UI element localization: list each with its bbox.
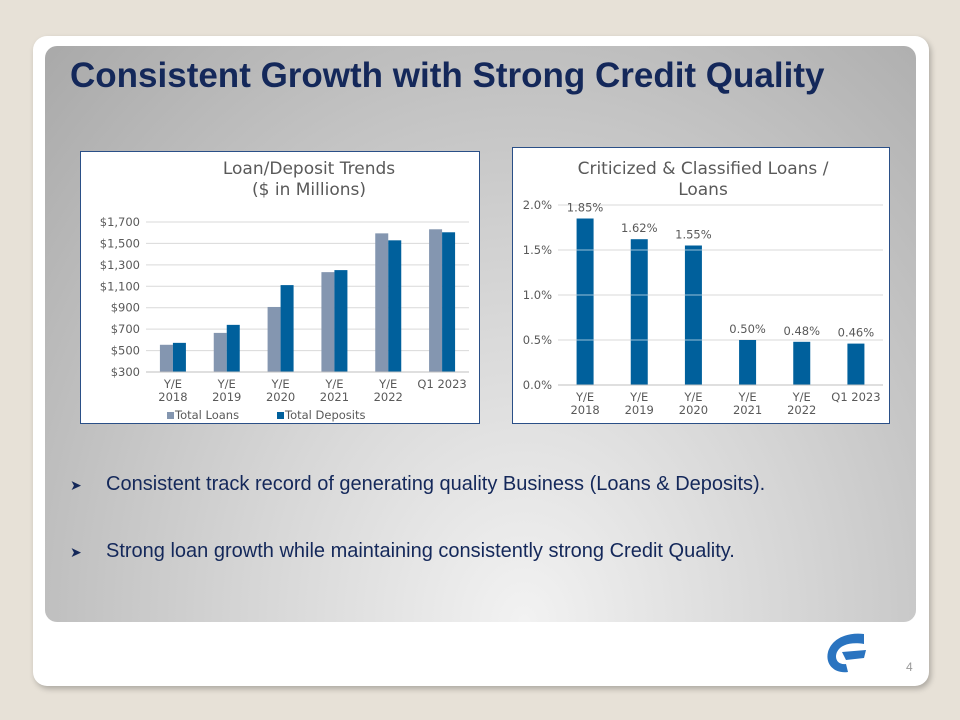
x-tick-label: Y/E [270, 377, 289, 391]
bar [576, 218, 594, 385]
x-tick-label: 2019 [625, 403, 654, 417]
legend-label: Total Deposits [284, 408, 365, 422]
chart-title: Loans [678, 180, 728, 200]
x-tick-label: 2018 [158, 390, 187, 404]
x-tick-label: Y/E [324, 377, 343, 391]
criticized-loans-chart: Criticized & Classified Loans / Loans 0.0%… [512, 147, 890, 424]
bullet-text: Consistent track record of generating qu… [106, 473, 766, 495]
page-number: 4 [906, 660, 913, 674]
data-label: 1.55% [675, 228, 712, 242]
y-tick-label: 0.5% [523, 333, 552, 347]
x-tick-label: Y/E [737, 390, 756, 404]
legend-swatch [277, 412, 284, 419]
bar [159, 344, 173, 372]
bullet-text: Strong loan growth while maintaining con… [106, 540, 735, 562]
bar [226, 324, 240, 372]
x-tick-label: 2021 [320, 390, 349, 404]
x-tick-label: Y/E [575, 390, 594, 404]
x-tick-label: Q1 2023 [417, 377, 466, 391]
x-tick-label: 2020 [679, 403, 708, 417]
bar [847, 343, 865, 385]
bar [793, 341, 811, 385]
bullet-1: ➤ Consistent track record of generating q… [70, 473, 765, 496]
y-tick-label: $300 [111, 365, 140, 379]
bar [684, 245, 702, 385]
data-label: 1.62% [621, 221, 658, 235]
x-tick-label: 2019 [212, 390, 241, 404]
x-tick-label: Y/E [163, 377, 182, 391]
bar [429, 229, 443, 372]
bar [739, 340, 757, 385]
bar [172, 342, 186, 372]
x-tick-label: 2018 [570, 403, 599, 417]
company-logo [827, 633, 866, 673]
legend-label: Total Loans [174, 408, 239, 422]
y-tick-label: 1.0% [523, 288, 552, 302]
bar [213, 332, 227, 372]
bar [375, 233, 389, 372]
bullet-2: ➤ Strong loan growth while maintaining co… [70, 540, 735, 563]
x-tick-label: Y/E [792, 390, 811, 404]
y-tick-label: $500 [111, 344, 140, 358]
arrowhead-bullet-icon: ➤ [70, 544, 82, 560]
bar [334, 270, 348, 372]
bar [267, 306, 281, 372]
y-tick-label: $1,100 [100, 279, 140, 293]
x-tick-label: 2020 [266, 390, 295, 404]
x-tick-label: 2021 [733, 403, 762, 417]
x-tick-label: Y/E [683, 390, 702, 404]
y-tick-label: $1,300 [100, 258, 140, 272]
x-tick-label: Y/E [217, 377, 236, 391]
chart-title: ($ in Millions) [252, 180, 366, 200]
chart-title: Criticized & Classified Loans / [578, 159, 829, 179]
y-tick-label: $700 [111, 322, 140, 336]
bar [442, 232, 456, 372]
bar [280, 285, 294, 372]
data-label: 0.48% [783, 324, 820, 338]
y-tick-label: $1,500 [100, 236, 140, 250]
bar [321, 272, 335, 372]
y-tick-label: $1,700 [100, 215, 140, 229]
loan-deposit-chart: Loan/Deposit Trends ($ in Millions) $300 $5… [80, 151, 480, 424]
x-tick-label: Y/E [629, 390, 648, 404]
y-tick-label: 0.0% [523, 378, 552, 392]
arrowhead-bullet-icon: ➤ [70, 477, 82, 493]
data-label: 0.46% [838, 326, 875, 340]
x-tick-label: 2022 [787, 403, 816, 417]
legend-swatch [167, 412, 174, 419]
y-tick-label: 2.0% [523, 198, 552, 212]
bar [630, 239, 648, 385]
y-tick-label: 1.5% [523, 243, 552, 257]
x-tick-label: Q1 2023 [831, 390, 880, 404]
slide-title: Consistent Growth with Strong Credit Qua… [70, 56, 825, 95]
data-label: 1.85% [567, 201, 604, 215]
bar [388, 240, 402, 372]
x-tick-label: 2022 [374, 390, 403, 404]
chart-title: Loan/Deposit Trends [223, 159, 395, 179]
y-tick-label: $900 [111, 301, 140, 315]
x-tick-label: Y/E [378, 377, 397, 391]
data-label: 0.50% [729, 322, 766, 336]
